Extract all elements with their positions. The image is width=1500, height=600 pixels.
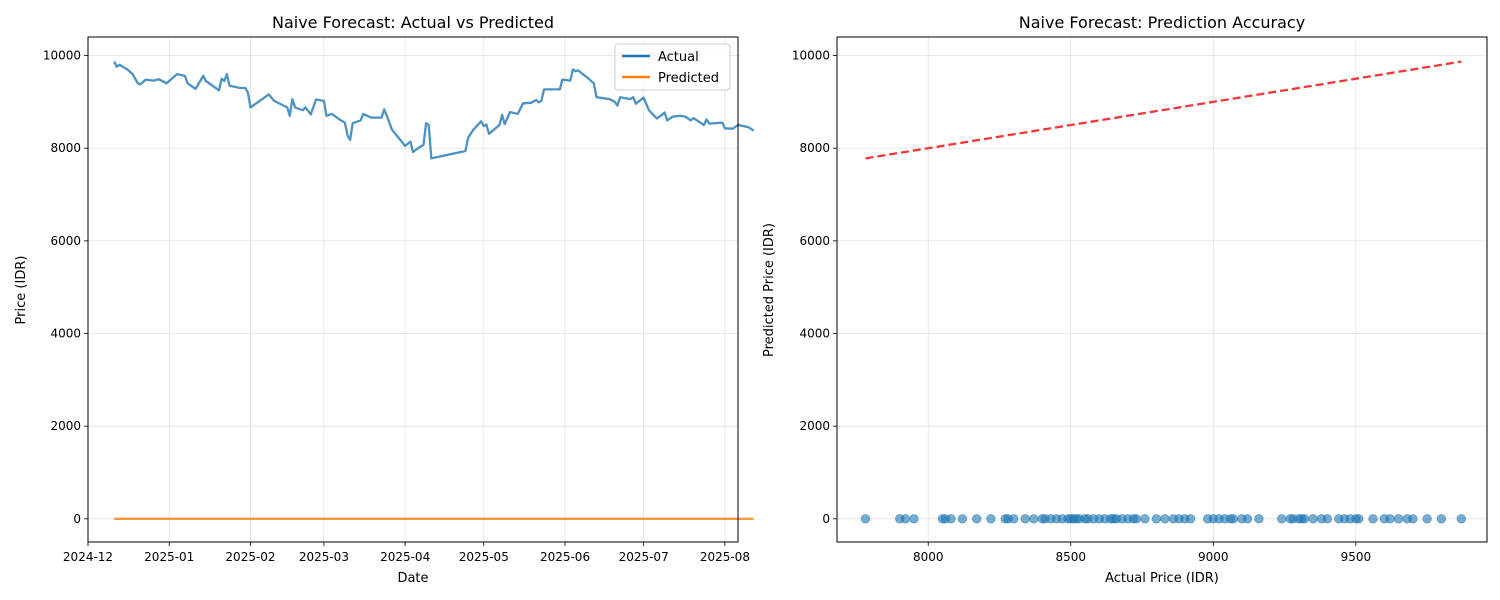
scatter-point	[946, 514, 956, 524]
left-x-tick-label: 2025-03	[299, 550, 349, 564]
right-y-tick-label: 0	[822, 512, 830, 526]
left-y-axis-label: Price (IDR)	[14, 256, 29, 325]
scatter-point	[1385, 514, 1395, 524]
scatter-point	[1009, 514, 1019, 524]
left-x-tick-label: 2025-06	[540, 550, 590, 564]
scatter-point	[1456, 514, 1467, 524]
right-y-tick-label: 2000	[799, 419, 830, 433]
left-x-axis-label: Date	[397, 571, 428, 586]
right-x-tick-label: 9000	[1198, 550, 1229, 564]
left-x-tick-label: 2025-02	[225, 550, 275, 564]
scatter-point	[1368, 514, 1378, 524]
scatter-point	[1028, 514, 1039, 524]
scatter-point	[1242, 514, 1253, 524]
left-y-tick-label: 10000	[43, 49, 81, 63]
left-series	[113, 61, 755, 520]
scatter-point	[957, 514, 968, 524]
scatter-point	[1408, 514, 1418, 524]
legend: Actual Predicted	[614, 43, 731, 91]
scatter-point	[1276, 514, 1287, 524]
left-x-tick-label: 2025-08	[700, 550, 750, 564]
right-x-axis-label: Actual Price (IDR)	[1105, 571, 1219, 586]
scatter-point	[1422, 514, 1432, 524]
left-x-tick-label: 2025-01	[144, 550, 194, 564]
left-axes-frame	[87, 36, 739, 543]
right-x-tick-label: 8500	[1055, 550, 1086, 564]
scatter-point	[1131, 514, 1142, 524]
right-y-axis-label: Predicted Price (IDR)	[762, 223, 777, 357]
scatter-point	[1254, 514, 1264, 524]
scatter-chart: 8000 8500 9000 9500 0 2000 4000 6000 8000 10000 N…	[762, 13, 1488, 586]
scatter-point	[1436, 514, 1447, 524]
scatter-point	[1299, 514, 1310, 524]
right-y-tick-label: 8000	[799, 141, 830, 155]
right-ticks: 8000 8500 9000 9500 0 2000 4000 6000 8000 10000	[792, 49, 1371, 564]
right-series	[860, 60, 1467, 524]
scatter-point	[972, 514, 982, 524]
left-y-tick-label: 6000	[50, 234, 81, 248]
scatter-point	[1393, 514, 1404, 524]
right-y-tick-label: 4000	[799, 327, 830, 341]
scatter-point	[1228, 514, 1239, 524]
left-x-tick-label: 2025-05	[459, 550, 509, 564]
right-y-tick-label: 6000	[799, 234, 830, 248]
right-chart-title: Naive Forecast: Prediction Accuracy	[1019, 13, 1305, 32]
left-x-tick-label: 2024-12	[63, 550, 113, 564]
right-x-tick-label: 8000	[913, 550, 944, 564]
right-y-tick-label: 10000	[792, 49, 830, 63]
series-line-actual	[113, 61, 755, 160]
legend-label-actual: Actual	[658, 50, 699, 65]
line-chart: 2024-12 2025-01 2025-02 2025-03 2025-04 2025-…	[14, 13, 755, 586]
scatter-point	[909, 514, 919, 524]
left-x-tick-label: 2025-04	[380, 550, 430, 564]
scatter-point	[1353, 514, 1364, 524]
right-x-tick-label: 9500	[1341, 550, 1372, 564]
scatter-point	[1020, 514, 1030, 524]
left-y-tick-label: 4000	[50, 327, 81, 341]
scatter-point	[1308, 514, 1318, 524]
legend-label-predicted: Predicted	[658, 71, 719, 86]
scatter-point	[986, 514, 996, 524]
left-x-tick-label: 2025-07	[619, 550, 669, 564]
scatter-point	[900, 514, 911, 524]
perfect-prediction-line	[865, 60, 1462, 160]
left-chart-title: Naive Forecast: Actual vs Predicted	[272, 13, 554, 32]
scatter-point	[1185, 514, 1196, 524]
scatter-point	[1151, 514, 1162, 524]
right-axes-frame	[836, 36, 1488, 543]
left-y-tick-label: 2000	[50, 419, 81, 433]
scatter-point	[1140, 514, 1150, 524]
scatter-point	[1160, 514, 1170, 524]
scatter-point	[1322, 514, 1333, 524]
left-ticks: 2024-12 2025-01 2025-02 2025-03 2025-04 2025-…	[43, 49, 750, 564]
left-y-tick-label: 8000	[50, 141, 81, 155]
scatter-point	[860, 514, 871, 524]
left-y-tick-label: 0	[73, 512, 81, 526]
